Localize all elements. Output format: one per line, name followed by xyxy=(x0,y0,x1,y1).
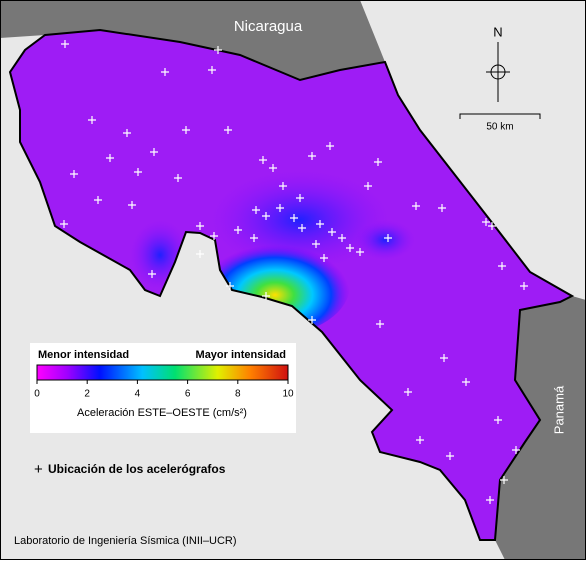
station-marker xyxy=(214,46,222,54)
station-marker xyxy=(210,232,218,240)
station-marker xyxy=(376,320,384,328)
credit: Laboratorio de Ingeniería Sísmica (INII–… xyxy=(14,535,237,547)
station-marker xyxy=(312,240,320,248)
station-marker xyxy=(500,476,508,484)
station-marker xyxy=(148,270,156,278)
north-arrow: N xyxy=(486,24,510,102)
colorbar-ramp xyxy=(36,364,289,381)
station-marker xyxy=(196,222,204,230)
colorbar-box xyxy=(30,343,296,433)
station-marker xyxy=(438,204,446,212)
station-marker xyxy=(262,292,270,300)
station-marker xyxy=(106,154,114,162)
station-marker xyxy=(356,248,364,256)
station-marker xyxy=(328,228,336,236)
station-marker xyxy=(440,354,448,362)
colorbar-title: Aceleración ESTE–OESTE (cm/s²) xyxy=(77,407,247,419)
station-marker xyxy=(226,282,234,290)
colorbar-tick-label: 4 xyxy=(135,389,141,400)
station-marker xyxy=(308,316,316,324)
station-marker xyxy=(486,496,494,504)
north-circle xyxy=(490,64,506,80)
station-marker xyxy=(196,250,204,258)
station-marker xyxy=(61,40,69,48)
station-marker xyxy=(224,126,232,134)
station-marker xyxy=(174,174,182,182)
station-marker xyxy=(296,194,304,202)
station-marker xyxy=(161,68,169,76)
station-marker xyxy=(208,66,216,74)
station-marker xyxy=(488,222,496,230)
country-label: Panamá xyxy=(551,385,566,434)
station-marker xyxy=(494,416,502,424)
station-marker xyxy=(338,234,346,242)
colorbar-tick-label: 0 xyxy=(34,389,40,400)
station-marker xyxy=(346,244,354,252)
panama-land xyxy=(495,296,586,560)
station-marker xyxy=(384,234,392,242)
station-marker xyxy=(269,164,277,172)
colorbar-low-label: Menor intensidad xyxy=(38,349,129,361)
station-marker xyxy=(462,378,470,386)
station-marker xyxy=(320,254,328,262)
intensity-zone xyxy=(355,220,415,260)
station-symbol: + xyxy=(34,461,43,478)
station-marker xyxy=(182,126,190,134)
station-marker xyxy=(316,220,324,228)
station-marker xyxy=(498,262,506,270)
station-marker xyxy=(290,214,298,222)
station-marker xyxy=(70,170,78,178)
station-marker xyxy=(123,129,131,137)
station-marker xyxy=(326,142,334,150)
station-marker xyxy=(520,282,528,290)
station-marker xyxy=(298,224,306,232)
station-marker xyxy=(482,218,490,226)
colorbar-tick-label: 10 xyxy=(282,389,294,400)
nicaragua-land xyxy=(0,0,385,80)
station-marker xyxy=(404,388,412,396)
colorbar-tick-label: 8 xyxy=(235,389,241,400)
station-marker xyxy=(134,168,142,176)
north-label: N xyxy=(493,24,502,39)
station-marker xyxy=(374,158,382,166)
station-marker xyxy=(234,226,242,234)
station-marker xyxy=(252,206,260,214)
colorbar-tick-label: 6 xyxy=(185,389,191,400)
station-marker xyxy=(276,204,284,212)
station-marker xyxy=(259,156,267,164)
station-marker xyxy=(94,196,102,204)
station-marker xyxy=(60,220,68,228)
station-marker xyxy=(446,452,454,460)
scale-bar xyxy=(459,113,541,119)
station-marker xyxy=(416,436,424,444)
colorbar: Menor intensidad Mayor intensidad Aceler… xyxy=(30,343,296,433)
colorbar-tick-label: 2 xyxy=(84,389,90,400)
station-marker xyxy=(88,116,96,124)
country-label: Nicaragua xyxy=(234,18,303,35)
station-marker xyxy=(412,202,420,210)
station-marker xyxy=(512,446,520,454)
station-marker xyxy=(262,212,270,220)
scale-label: 50 km xyxy=(486,122,513,133)
station-marker xyxy=(150,148,158,156)
station-marker xyxy=(308,152,316,160)
station-marker xyxy=(279,182,287,190)
colorbar-high-label: Mayor intensidad xyxy=(196,349,286,361)
station-marker xyxy=(128,201,136,209)
station-legend-label: Ubicación de los acelerógrafos xyxy=(48,462,226,476)
station-marker xyxy=(250,234,258,242)
station-marker xyxy=(364,182,372,190)
